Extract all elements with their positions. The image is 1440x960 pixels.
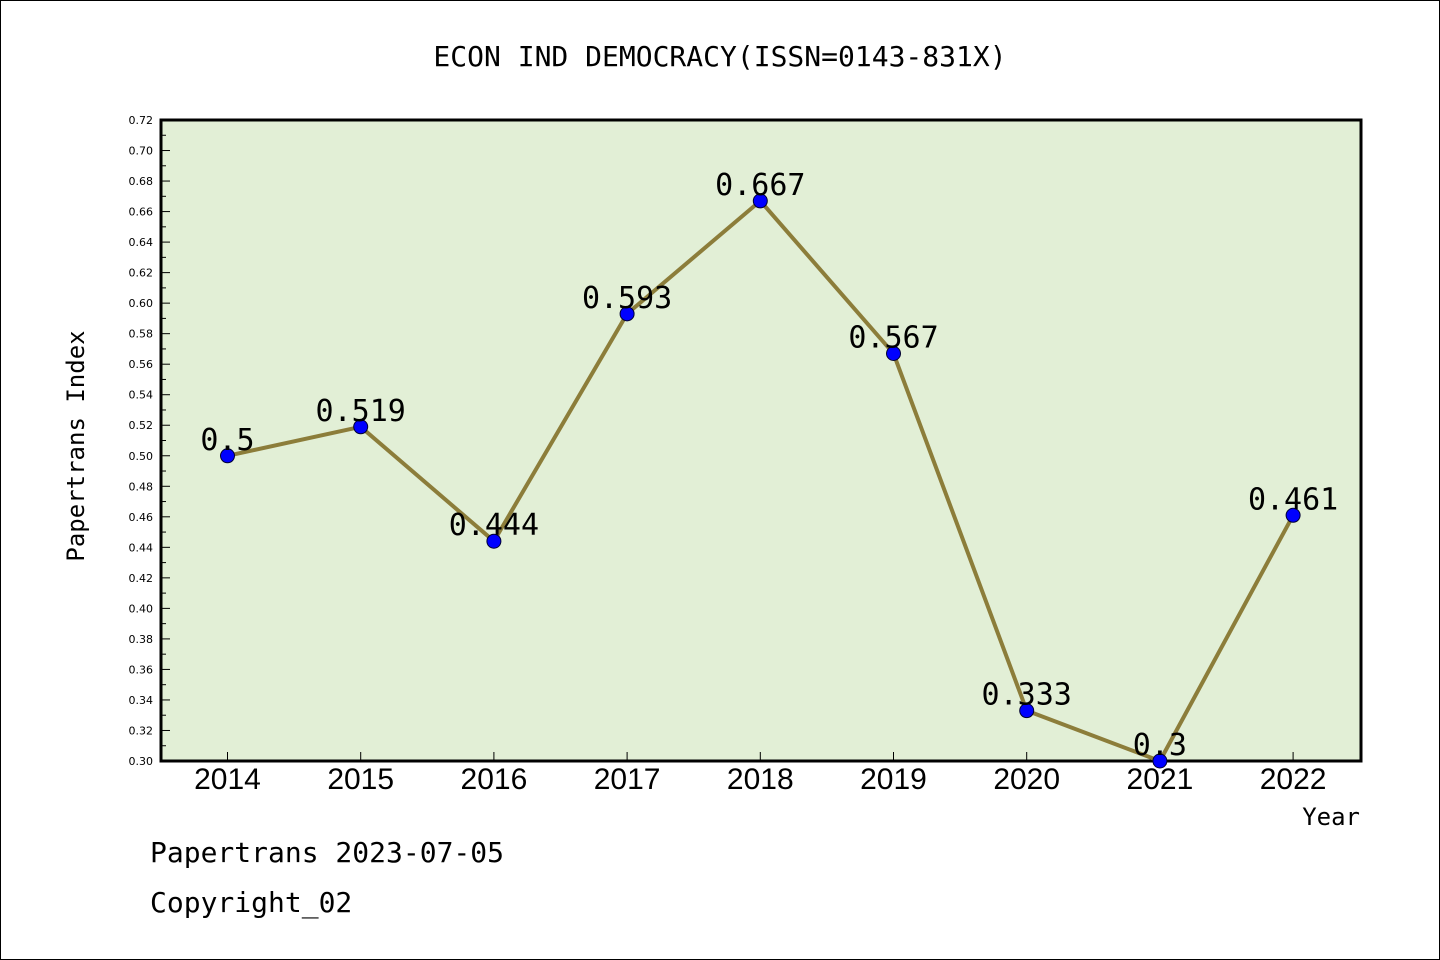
x-tick-label: 2014 [194,763,261,796]
y-tick-label: 0.34 [129,694,154,707]
y-tick-label: 0.54 [129,389,154,402]
data-label: 0.333 [982,678,1072,713]
data-point [752,193,768,209]
data-point [886,346,901,362]
y-tick-label: 0.32 [129,724,154,737]
x-tick-label: 2015 [327,763,394,796]
data-label: 0.667 [715,168,805,203]
y-axis: 0.30 0.32 0.34 0.36 0.38 0.40 0.42 0.44 0.46 0.48… [129,114,170,768]
x-tick-label: 2019 [860,763,927,796]
data-series [220,193,1301,769]
x-axis: 2014 2015 2016 2017 2018 2019 2020 2021 2022 [194,752,1326,796]
data-point [220,448,235,464]
data-point [353,419,369,435]
y-tick-label: 0.68 [129,175,154,188]
data-point [1285,507,1301,523]
y-tick-label: 0.58 [129,328,154,341]
footer-copyright: Copyright_02 [150,886,353,919]
y-tick-label: 0.62 [129,267,154,280]
y-tick-label: 0.30 [129,755,154,768]
y-tick-label: 0.70 [129,145,154,158]
y-tick-label: 0.46 [129,511,154,524]
x-axis-label: Year [1302,803,1360,831]
y-tick-label: 0.56 [129,358,154,371]
x-tick-label: 2022 [1260,763,1327,796]
y-tick-label: 0.60 [129,297,154,310]
data-label: 0.567 [848,321,938,356]
chart-title: ECON IND DEMOCRACY(ISSN=0143-831X) [433,40,1006,73]
y-tick-label: 0.64 [129,236,154,249]
y-tick-label: 0.42 [129,572,154,585]
data-point [1152,753,1168,769]
x-tick-label: 2018 [727,763,794,796]
data-label: 0.593 [582,281,672,316]
y-tick-label: 0.38 [129,633,154,646]
data-label: 0.461 [1248,482,1338,517]
footer-date: Papertrans 2023-07-05 [150,836,505,869]
y-tick-label: 0.72 [129,114,154,127]
data-label: 0.3 [1133,728,1187,763]
data-point [619,306,635,322]
y-tick-label: 0.40 [129,602,154,615]
y-tick-label: 0.44 [129,541,154,554]
data-label: 0.5 [200,423,254,458]
plot-area [159,118,1363,763]
y-axis-label: Papertrans Index [62,330,90,561]
x-tick-label: 2020 [993,763,1060,796]
y-tick-label: 0.36 [129,663,154,676]
data-label: 0.519 [316,394,406,429]
y-tick-label: 0.50 [129,450,154,463]
data-labels: 0.5 0.519 0.444 0.593 0.667 0.567 0.333 0.3 0.46… [200,168,1338,763]
data-point [486,533,502,549]
y-tick-label: 0.52 [129,419,154,432]
x-tick-label: 2016 [461,763,528,796]
x-tick-label: 2017 [594,763,661,796]
data-point [1019,703,1035,719]
y-tick-label: 0.66 [129,206,154,219]
data-label: 0.444 [449,508,539,543]
y-tick-label: 0.48 [129,480,154,493]
